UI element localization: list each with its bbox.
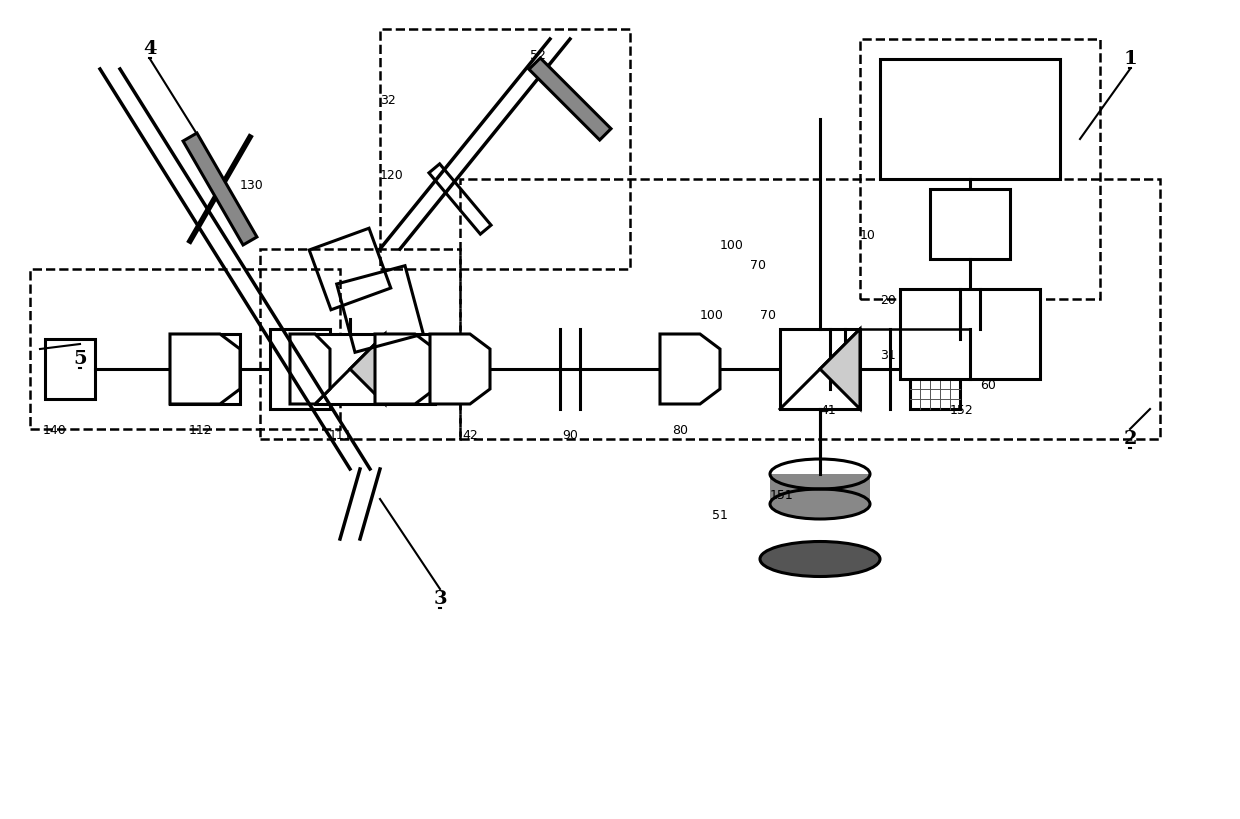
Text: 100: 100 <box>701 309 724 322</box>
Text: 90: 90 <box>562 429 578 442</box>
Polygon shape <box>430 334 490 404</box>
Bar <box>315 334 384 404</box>
Ellipse shape <box>770 489 870 519</box>
Text: 112: 112 <box>188 424 212 437</box>
Polygon shape <box>529 58 611 140</box>
Text: 100: 100 <box>720 239 744 252</box>
Bar <box>170 334 241 404</box>
Bar <box>374 334 435 404</box>
Bar <box>270 329 330 409</box>
Text: 52: 52 <box>529 49 546 62</box>
Text: 2: 2 <box>1123 430 1137 448</box>
Bar <box>45 339 95 399</box>
Text: 111: 111 <box>329 429 352 442</box>
Text: 3: 3 <box>433 590 446 608</box>
Text: 10: 10 <box>861 229 875 242</box>
Bar <box>30 269 340 429</box>
Ellipse shape <box>760 541 880 577</box>
Text: 20: 20 <box>880 294 895 307</box>
Bar <box>880 59 1060 179</box>
Text: 120: 120 <box>379 169 404 182</box>
Text: 42: 42 <box>463 429 477 442</box>
Bar <box>910 329 960 409</box>
Polygon shape <box>350 334 384 404</box>
Polygon shape <box>820 329 861 409</box>
Text: 31: 31 <box>880 349 895 362</box>
Text: 130: 130 <box>241 179 264 192</box>
Bar <box>770 474 870 504</box>
Text: 1: 1 <box>1123 50 1137 68</box>
Bar <box>930 189 1011 259</box>
Text: 140: 140 <box>43 424 67 437</box>
Text: 70: 70 <box>750 259 766 272</box>
Bar <box>861 39 1100 299</box>
Text: 51: 51 <box>712 509 728 522</box>
Text: 41: 41 <box>820 404 836 417</box>
Polygon shape <box>660 334 720 404</box>
Text: 151: 151 <box>770 489 794 502</box>
Polygon shape <box>290 334 330 404</box>
Polygon shape <box>184 133 257 245</box>
Polygon shape <box>170 334 241 404</box>
Bar <box>900 289 1040 379</box>
Text: 70: 70 <box>760 309 776 322</box>
Text: 32: 32 <box>379 94 396 107</box>
Text: 5: 5 <box>73 350 87 368</box>
Bar <box>379 29 630 269</box>
Polygon shape <box>374 334 435 404</box>
Text: 60: 60 <box>980 379 996 392</box>
Text: 152: 152 <box>950 404 973 417</box>
Text: 4: 4 <box>144 40 156 58</box>
Bar <box>780 329 861 409</box>
Text: 80: 80 <box>672 424 688 437</box>
Bar <box>460 179 1159 439</box>
Bar <box>260 249 460 439</box>
